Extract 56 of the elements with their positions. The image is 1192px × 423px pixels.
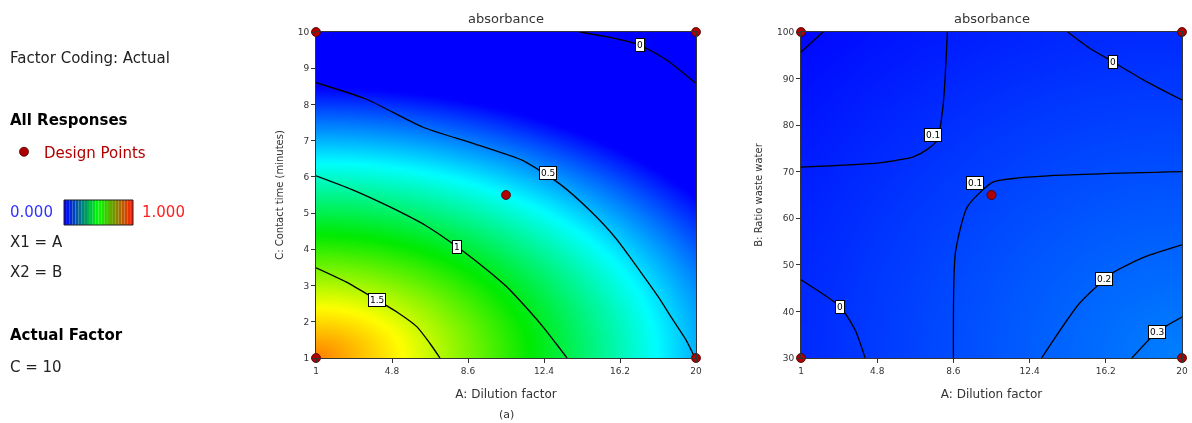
text: Actual Factor (10, 326, 123, 344)
annotation: 0.1 (968, 178, 983, 188)
annotation: 0 (1110, 57, 1116, 67)
chart-title: absorbance (468, 11, 544, 26)
x-tick-label: 1 (313, 365, 319, 376)
y-tick-label: 50 (782, 260, 795, 271)
annotation: 0.1 (926, 130, 941, 140)
y-tick-label: 70 (782, 166, 795, 177)
x-tick-label: 16.2 (609, 365, 631, 376)
text: 0.000 (10, 203, 53, 221)
x-tick-label: 4.8 (384, 365, 400, 376)
x-tick-label: 12.4 (1019, 365, 1040, 376)
annotation: 1.5 (370, 295, 385, 305)
annotation: 0.2 (1097, 274, 1112, 284)
y-tick-label: 3 (303, 280, 310, 291)
y-tick-label: 9 (303, 63, 310, 74)
y-tick-label: 6 (303, 172, 310, 183)
y-tick-label: 7 (303, 135, 310, 146)
y-tick-label: 60 (782, 213, 795, 224)
y-tick-label: 5 (303, 208, 310, 219)
y-tick-label: 8 (303, 99, 310, 110)
y-tick-label: 2 (303, 316, 310, 327)
annotation: 1 (454, 242, 460, 252)
y-axis-title: C: Contact time (minutes) (273, 130, 285, 260)
y-tick-label: 1 (303, 353, 310, 364)
y-tick-label: 100 (777, 27, 795, 38)
annotation: 0 (837, 302, 843, 312)
x-tick-label: 16.2 (1095, 365, 1116, 376)
y-tick-label: 10 (297, 27, 310, 38)
y-tick-label: 4 (303, 244, 310, 255)
chart-title: absorbance (954, 11, 1030, 26)
x-tick-label: 8.6 (946, 365, 961, 376)
x-tick-label: 1 (798, 365, 804, 376)
text: X1 = A (10, 233, 63, 251)
annotation: 0 (637, 40, 643, 50)
x-axis-title: A: Dilution factor (455, 386, 557, 401)
x-tick-label: 20 (1176, 365, 1188, 376)
x-tick-label: 12.4 (533, 365, 555, 376)
x-tick-label: 8.6 (460, 365, 476, 376)
y-tick-label: 40 (782, 306, 795, 317)
y-tick-label: 90 (782, 73, 795, 84)
x-axis-title: A: Dilution factor (940, 386, 1043, 401)
text: X2 = B (10, 263, 63, 281)
x-tick-label: 20 (690, 365, 702, 376)
annotation: 0.3 (1150, 327, 1165, 337)
y-tick-label: 80 (782, 120, 795, 131)
annotation: 0.5 (541, 168, 556, 178)
text: All Responses (10, 111, 128, 129)
y-tick-label: 30 (782, 353, 795, 364)
text: Factor Coding: Actual (10, 49, 170, 67)
y-axis-title: B: Ratio waste water (753, 142, 765, 247)
text: (a) (499, 408, 515, 421)
text: C = 10 (10, 358, 62, 376)
text: 1.000 (142, 203, 185, 221)
x-tick-label: 4.8 (870, 365, 885, 376)
legend-label: Design Points (44, 143, 146, 162)
